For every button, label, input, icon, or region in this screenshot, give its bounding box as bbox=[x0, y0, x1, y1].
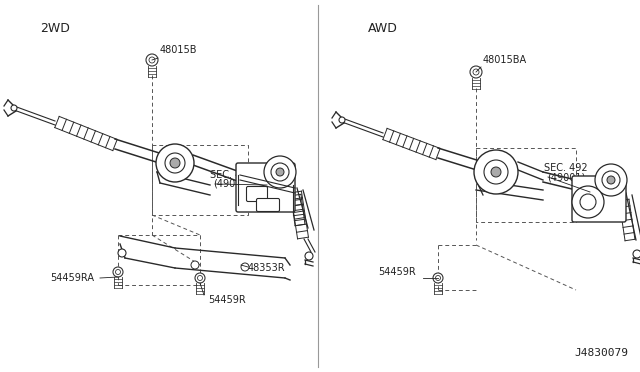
Text: 48015BA: 48015BA bbox=[483, 55, 527, 65]
Circle shape bbox=[470, 66, 482, 78]
Circle shape bbox=[146, 54, 158, 66]
Circle shape bbox=[170, 158, 180, 168]
Circle shape bbox=[191, 261, 199, 269]
Circle shape bbox=[339, 117, 345, 123]
Circle shape bbox=[305, 252, 313, 260]
Circle shape bbox=[572, 186, 604, 218]
Circle shape bbox=[491, 167, 501, 177]
Circle shape bbox=[156, 144, 194, 182]
Text: 2WD: 2WD bbox=[40, 22, 70, 35]
Text: (49001): (49001) bbox=[547, 172, 585, 182]
FancyBboxPatch shape bbox=[257, 199, 280, 212]
Circle shape bbox=[195, 273, 205, 283]
Text: (49001): (49001) bbox=[213, 179, 252, 189]
FancyBboxPatch shape bbox=[572, 176, 626, 222]
Text: AWD: AWD bbox=[368, 22, 398, 35]
Circle shape bbox=[607, 176, 615, 184]
Circle shape bbox=[241, 263, 249, 271]
Text: 48353R: 48353R bbox=[248, 263, 285, 273]
Circle shape bbox=[474, 150, 518, 194]
Text: 54459R: 54459R bbox=[208, 295, 246, 305]
Circle shape bbox=[633, 250, 640, 258]
Circle shape bbox=[11, 105, 17, 111]
Circle shape bbox=[276, 168, 284, 176]
Text: SEC. 492: SEC. 492 bbox=[210, 170, 253, 180]
Circle shape bbox=[118, 249, 126, 257]
Text: J4830079: J4830079 bbox=[574, 348, 628, 358]
Circle shape bbox=[264, 156, 296, 188]
Circle shape bbox=[433, 273, 443, 283]
Circle shape bbox=[595, 164, 627, 196]
FancyBboxPatch shape bbox=[236, 163, 295, 212]
Text: 54459RA: 54459RA bbox=[50, 273, 94, 283]
Text: SEC. 492: SEC. 492 bbox=[544, 163, 588, 173]
Circle shape bbox=[113, 267, 123, 277]
Text: 54459R: 54459R bbox=[378, 267, 416, 277]
Text: 48015B: 48015B bbox=[160, 45, 198, 55]
FancyBboxPatch shape bbox=[246, 186, 268, 202]
